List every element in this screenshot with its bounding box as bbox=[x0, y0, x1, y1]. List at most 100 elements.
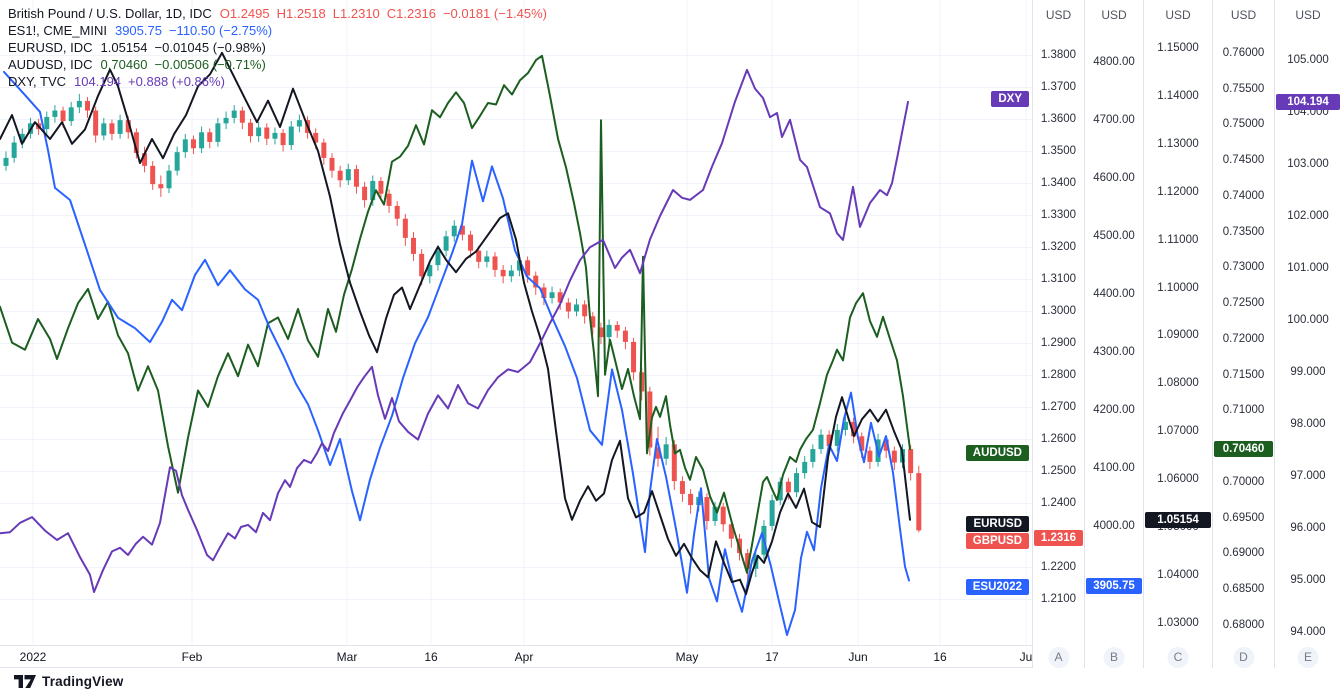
time-axis-label: Mar bbox=[336, 650, 358, 664]
scale-a-tick: 1.3700 bbox=[1040, 81, 1077, 94]
scale-b-tick: 4000.00 bbox=[1093, 519, 1135, 532]
ohlc-open: O1.2495 bbox=[219, 6, 270, 21]
series-tag-dxy: DXY bbox=[991, 91, 1029, 107]
scale-toggle-b[interactable]: B bbox=[1103, 647, 1125, 668]
scale-e-tick: 98.000 bbox=[1290, 418, 1326, 430]
scale-d-tick: 0.74000 bbox=[1222, 189, 1265, 202]
time-axis-label: May bbox=[675, 650, 699, 664]
series-tag-esu2022: ESU2022 bbox=[965, 579, 1029, 595]
scale-toggle-c[interactable]: C bbox=[1167, 647, 1189, 668]
scale-c-tick: 1.04000 bbox=[1157, 568, 1199, 581]
scale-e-tick: 100.000 bbox=[1287, 314, 1329, 326]
tradingview-logo[interactable]: TradingView bbox=[14, 674, 123, 689]
scale-d-tick: 0.68500 bbox=[1222, 583, 1265, 596]
series-line-es1-esu2022-[interactable] bbox=[3, 70, 910, 636]
scale-c-tick: 1.08000 bbox=[1157, 377, 1199, 390]
compare-value-audusd: 0.70460 bbox=[100, 57, 148, 72]
scale-e-tick: 105.000 bbox=[1287, 54, 1329, 66]
scale-toggle-a[interactable]: A bbox=[1048, 647, 1069, 668]
scale-e-tick: 99.000 bbox=[1290, 366, 1326, 378]
compare-change-dxy: +0.888 (+0.86%) bbox=[128, 74, 225, 89]
scale-a-tick: 1.3100 bbox=[1040, 273, 1077, 286]
compare-change-es: −110.50 (−2.75%) bbox=[168, 23, 273, 38]
scale-b-tick: 4400.00 bbox=[1093, 287, 1135, 300]
time-axis-label: 2022 bbox=[19, 650, 47, 664]
scale-e-tick: 96.000 bbox=[1290, 522, 1326, 534]
tradingview-logo-text: TradingView bbox=[42, 674, 124, 689]
scale-c-tick: 1.06000 bbox=[1157, 473, 1199, 486]
scale-a-tick: 1.2400 bbox=[1040, 497, 1077, 510]
series-tag-audusd: AUDUSD bbox=[965, 445, 1029, 461]
series-line-eurusd[interactable] bbox=[0, 51, 911, 596]
scale-a-tick: 1.2700 bbox=[1040, 401, 1077, 414]
series-line-dxy[interactable] bbox=[0, 68, 909, 593]
legend-row-es[interactable]: ES1!, CME_MINI 3905.75 −110.50 (−2.75%) bbox=[8, 22, 554, 39]
last-price-label-d: 0.70460 bbox=[1214, 441, 1273, 457]
scale-a-tick: 1.3500 bbox=[1040, 145, 1077, 158]
scale-b-tick: 4800.00 bbox=[1093, 56, 1135, 68]
series-line-audusd[interactable] bbox=[0, 54, 911, 574]
scale-c-tick: 1.07000 bbox=[1157, 425, 1199, 438]
last-price-label-b: 3905.75 bbox=[1086, 578, 1142, 594]
scale-d-tick: 0.76000 bbox=[1222, 46, 1265, 59]
price-scale-b[interactable]: USD 4800.00 4700.00 4600.00 4500.00 4400.00 43… bbox=[1084, 0, 1143, 668]
scale-c-tick: 1.09000 bbox=[1157, 329, 1199, 342]
scale-d-tick: 0.68000 bbox=[1222, 618, 1265, 631]
last-price-label-c: 1.05154 bbox=[1145, 512, 1211, 528]
scale-d-tick: 0.75500 bbox=[1222, 82, 1265, 95]
compare-symbol-eurusd: EURUSD, IDC bbox=[8, 40, 93, 55]
scale-a-tick: 1.3200 bbox=[1040, 241, 1077, 254]
series-tag-eurusd: EURUSD bbox=[966, 516, 1029, 532]
ohlc-high: H1.2518 bbox=[276, 6, 326, 21]
legend-row-main-symbol[interactable]: British Pound / U.S. Dollar, 1D, IDC O1.2… bbox=[8, 5, 554, 22]
scale-d-tick: 0.69500 bbox=[1222, 511, 1265, 524]
scale-a-tick: 1.2200 bbox=[1040, 561, 1077, 574]
legend-row-dxy[interactable]: DXY, TVC 104.194 +0.888 (+0.86%) bbox=[8, 73, 554, 90]
price-scale-c[interactable]: USD 1.15000 1.14000 1.13000 1.12000 1.11000 1.… bbox=[1143, 0, 1212, 668]
scale-c-tick: 1.15000 bbox=[1157, 41, 1199, 54]
grid bbox=[0, 0, 1032, 645]
scale-a-tick: 1.2600 bbox=[1040, 433, 1077, 446]
scale-e-tick: 95.000 bbox=[1290, 574, 1326, 586]
scale-b-tick: 4100.00 bbox=[1093, 461, 1135, 474]
time-axis-label: Jun bbox=[848, 650, 868, 664]
scale-d-tick: 0.71000 bbox=[1222, 404, 1265, 417]
compare-symbol-audusd: AUDUSD, IDC bbox=[8, 57, 93, 72]
scale-b-tick: 4600.00 bbox=[1093, 171, 1135, 184]
scale-d-tick: 0.71500 bbox=[1222, 368, 1265, 381]
scale-unit-label: USD bbox=[1165, 8, 1191, 22]
tradingview-logo-icon bbox=[14, 675, 36, 688]
scale-unit-label: USD bbox=[1295, 8, 1321, 22]
scale-a-tick: 1.3400 bbox=[1040, 177, 1077, 190]
scale-c-tick: 1.12000 bbox=[1157, 185, 1199, 198]
scale-c-tick: 1.10000 bbox=[1157, 281, 1199, 294]
compare-symbol-es: ES1!, CME_MINI bbox=[8, 23, 107, 38]
scale-a-tick: 1.3800 bbox=[1040, 49, 1077, 62]
time-axis-label: 16 bbox=[424, 650, 438, 664]
price-scale-d[interactable]: USD 0.76000 0.75500 0.75000 0.74500 0.74000 0.… bbox=[1212, 0, 1274, 668]
compare-value-es: 3905.75 bbox=[114, 23, 162, 38]
scale-a-tick: 1.2100 bbox=[1040, 593, 1077, 606]
legend-row-eurusd[interactable]: EURUSD, IDC 1.05154 −0.01045 (−0.98%) bbox=[8, 39, 554, 56]
price-scale-e[interactable]: USD 105.000 104.000 103.000 102.000 101.000 10… bbox=[1274, 0, 1341, 668]
scale-d-tick: 0.74500 bbox=[1222, 154, 1265, 167]
scale-b-tick: 4500.00 bbox=[1093, 229, 1135, 242]
chart-legend: British Pound / U.S. Dollar, 1D, IDC O1.2… bbox=[8, 5, 554, 90]
price-scale-a[interactable]: USD 1.3800 1.3700 1.3600 1.3500 1.3400 1.3300 1… bbox=[1032, 0, 1084, 668]
scale-e-tick: 103.000 bbox=[1287, 158, 1329, 170]
scale-toggle-d[interactable]: D bbox=[1233, 647, 1254, 668]
price-chart[interactable] bbox=[0, 0, 1032, 645]
scale-d-tick: 0.70000 bbox=[1222, 475, 1265, 488]
time-axis[interactable]: 2022 Feb Mar 16 Apr May 17 Jun 16 Ju bbox=[0, 645, 1341, 668]
scale-c-tick: 1.11000 bbox=[1157, 233, 1199, 246]
legend-row-audusd[interactable]: AUDUSD, IDC 0.70460 −0.00506 (−0.71%) bbox=[8, 56, 554, 73]
scale-d-tick: 0.73000 bbox=[1222, 261, 1265, 274]
scale-toggle-e[interactable]: E bbox=[1297, 647, 1319, 668]
compare-change-eurusd: −0.01045 (−0.98%) bbox=[154, 40, 266, 55]
scale-unit-label: USD bbox=[1230, 8, 1257, 22]
scale-a-tick: 1.3600 bbox=[1040, 113, 1077, 126]
scale-unit-label: USD bbox=[1101, 8, 1127, 22]
ohlc-close: C1.2316 bbox=[386, 6, 436, 21]
scale-d-tick: 0.69000 bbox=[1222, 547, 1265, 560]
